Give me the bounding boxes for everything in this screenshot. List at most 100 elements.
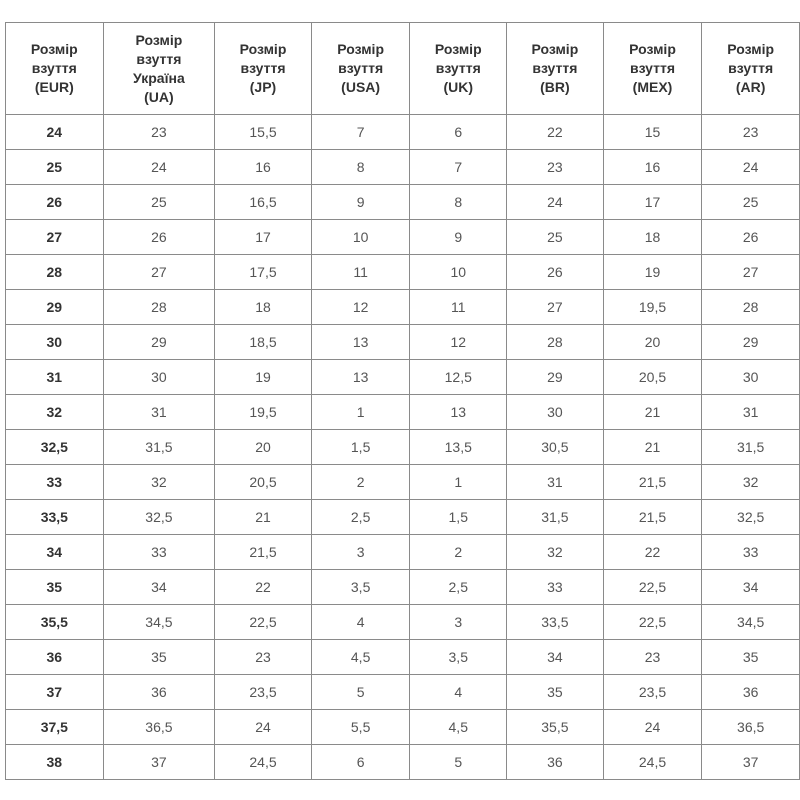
- table-cell: 36,5: [102, 709, 216, 745]
- header-line: взуття: [435, 60, 481, 76]
- table-cell: 24: [506, 184, 604, 220]
- column-header: Розмір взуття (BR): [506, 22, 604, 115]
- table-cell: 29: [5, 289, 104, 325]
- table-row: 28 27 17,5 11 10 26 19 27: [5, 254, 800, 290]
- header-line: (JP): [249, 79, 277, 95]
- table-cell: 25: [102, 184, 216, 220]
- table-cell: 3: [310, 534, 411, 570]
- table-cell: 30: [5, 324, 104, 360]
- table-cell: 18: [214, 289, 312, 325]
- header-line: взуття: [532, 60, 578, 76]
- table-cell: 17,5: [214, 254, 312, 290]
- table-cell: 7: [409, 149, 508, 185]
- table-cell: 30: [506, 394, 604, 430]
- table-cell: 37: [5, 674, 104, 710]
- table-cell: 28: [5, 254, 104, 290]
- table-cell: 32,5: [102, 499, 216, 535]
- shoe-size-table: Розмір взуття (EUR) Розмір взуття Україна (UA)…: [5, 22, 800, 780]
- table-cell: 28: [701, 289, 800, 325]
- table-cell: 23: [506, 149, 604, 185]
- table-cell: 2,5: [310, 499, 411, 535]
- table-cell: 10: [310, 219, 411, 255]
- table-row: 36 35 23 4,5 3,5 34 23 35: [5, 639, 800, 675]
- table-row: 37,5 36,5 24 5,5 4,5 35,5 24 36,5: [5, 709, 800, 745]
- table-cell: 35,5: [5, 604, 104, 640]
- header-line: Розмір: [727, 41, 775, 57]
- table-cell: 32: [506, 534, 604, 570]
- header-line: (BR): [540, 79, 570, 95]
- table-cell: 24: [602, 709, 703, 745]
- table-cell: 18,5: [214, 324, 312, 360]
- table-row: 32 31 19,5 1 13 30 21 31: [5, 394, 800, 430]
- table-cell: 31,5: [102, 429, 216, 465]
- table-cell: 4,5: [409, 709, 508, 745]
- header-line: взуття: [629, 60, 676, 76]
- header-line: (USA): [341, 79, 381, 95]
- table-cell: 21,5: [602, 499, 703, 535]
- header-line: Розмір: [434, 41, 482, 57]
- table-cell: 33: [506, 569, 604, 605]
- table-cell: 2: [409, 534, 508, 570]
- table-cell: 26: [5, 184, 104, 220]
- table-cell: 21: [602, 429, 703, 465]
- table-cell: 24: [5, 114, 104, 150]
- table-cell: 3,5: [310, 569, 411, 605]
- table-cell: 35: [506, 674, 604, 710]
- table-cell: 23: [701, 114, 800, 150]
- table-cell: 11: [310, 254, 411, 290]
- table-cell: 13: [310, 324, 411, 360]
- table-row: 34 33 21,5 3 2 32 22 33: [5, 534, 800, 570]
- table-cell: 30: [102, 359, 216, 395]
- table-cell: 32: [701, 464, 800, 500]
- table-cell: 23,5: [214, 674, 312, 710]
- table-cell: 13: [409, 394, 508, 430]
- table-cell: 36,5: [701, 709, 800, 745]
- table-cell: 29: [701, 324, 800, 360]
- table-cell: 16: [602, 149, 703, 185]
- table-row: 35 34 22 3,5 2,5 33 22,5 34: [5, 569, 800, 605]
- header-line: (MEX): [632, 79, 673, 95]
- table-cell: 35,5: [506, 709, 604, 745]
- table-cell: 30: [701, 359, 800, 395]
- column-header: Розмір взуття (JP): [214, 22, 312, 115]
- table-cell: 33,5: [506, 604, 604, 640]
- table-cell: 19: [214, 359, 312, 395]
- table-cell: 13: [310, 359, 411, 395]
- header-line: (UA): [144, 88, 174, 105]
- table-cell: 23,5: [602, 674, 703, 710]
- table-cell: 7: [310, 114, 411, 150]
- table-cell: 22,5: [602, 604, 703, 640]
- table-cell: 36: [102, 674, 216, 710]
- table-cell: 37: [701, 744, 800, 780]
- table-cell: 20,5: [214, 464, 312, 500]
- table-cell: 21,5: [214, 534, 312, 570]
- table-cell: 31,5: [506, 499, 604, 535]
- table-cell: 36: [5, 639, 104, 675]
- table-cell: 11: [409, 289, 508, 325]
- column-header: Розмір взуття (EUR): [5, 22, 104, 115]
- table-cell: 12: [409, 324, 508, 360]
- table-cell: 32,5: [701, 499, 800, 535]
- table-row: 26 25 16,5 9 8 24 17 25: [5, 184, 800, 220]
- column-header: Розмір взуття (MEX): [602, 22, 703, 115]
- header-line: Розмір: [629, 41, 676, 57]
- table-cell: 31,5: [701, 429, 800, 465]
- table-cell: 24,5: [214, 744, 312, 780]
- table-cell: 4,5: [310, 639, 411, 675]
- table-cell: 33,5: [5, 499, 104, 535]
- table-cell: 4: [409, 674, 508, 710]
- table-cell: 8: [310, 149, 411, 185]
- table-cell: 6: [310, 744, 411, 780]
- header-line: Розмір: [135, 31, 183, 48]
- table-cell: 27: [506, 289, 604, 325]
- table-row: 35,5 34,5 22,5 4 3 33,5 22,5 34,5: [5, 604, 800, 640]
- table-cell: 34: [506, 639, 604, 675]
- table-cell: 20: [602, 324, 703, 360]
- table-cell: 32: [102, 464, 216, 500]
- table-cell: 13,5: [409, 429, 508, 465]
- header-line: взуття: [31, 60, 77, 76]
- table-cell: 27: [701, 254, 800, 290]
- table-cell: 26: [506, 254, 604, 290]
- table-cell: 20: [214, 429, 312, 465]
- table-cell: 28: [102, 289, 216, 325]
